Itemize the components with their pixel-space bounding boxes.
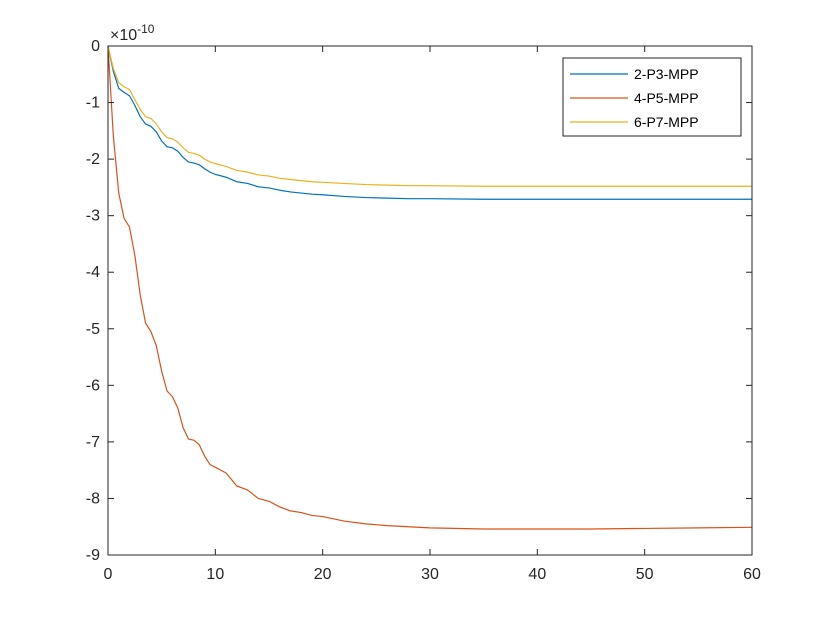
y-tick-label: 0 bbox=[91, 38, 100, 55]
x-tick-label: 10 bbox=[206, 566, 224, 583]
y-tick-label: -1 bbox=[86, 95, 100, 112]
series-layer bbox=[107, 45, 753, 530]
legend-label: 4-P5-MPP bbox=[634, 90, 699, 106]
legend: 2-P3-MPP 4-P5-MPP 6-P7-MPP bbox=[562, 57, 742, 137]
legend-label: 2-P3-MPP bbox=[634, 66, 699, 82]
x-axis: 0 10 20 30 40 50 60 bbox=[104, 46, 761, 583]
y-tick-label: -6 bbox=[86, 377, 100, 394]
x-tick-label: 30 bbox=[421, 566, 439, 583]
x-tick-label: 0 bbox=[104, 566, 113, 583]
y-axis: 0 -1 -2 -3 -4 -5 -6 -7 -8 -9 bbox=[86, 38, 752, 564]
legend-box bbox=[562, 57, 742, 137]
series-line-6-p7-mpp bbox=[107, 45, 752, 187]
x-tick-label: 40 bbox=[528, 566, 546, 583]
x-tick-label: 50 bbox=[636, 566, 654, 583]
y-tick-label: -3 bbox=[86, 208, 100, 225]
y-tick-label: -4 bbox=[86, 264, 100, 281]
y-tick-label: -7 bbox=[86, 434, 100, 451]
y-tick-label: -5 bbox=[86, 321, 100, 338]
x-tick-label: 60 bbox=[743, 566, 761, 583]
series-line-4-p5-mpp bbox=[107, 45, 753, 530]
y-tick-label: -8 bbox=[86, 490, 100, 507]
legend-label: 6-P7-MPP bbox=[634, 114, 699, 130]
x-tick-label: 20 bbox=[314, 566, 332, 583]
y-tick-label: -9 bbox=[86, 547, 100, 564]
series-line-2-p3-mpp bbox=[107, 45, 752, 200]
y-exponent-label: ×10-10 bbox=[110, 22, 155, 44]
y-tick-label: -2 bbox=[86, 151, 100, 168]
